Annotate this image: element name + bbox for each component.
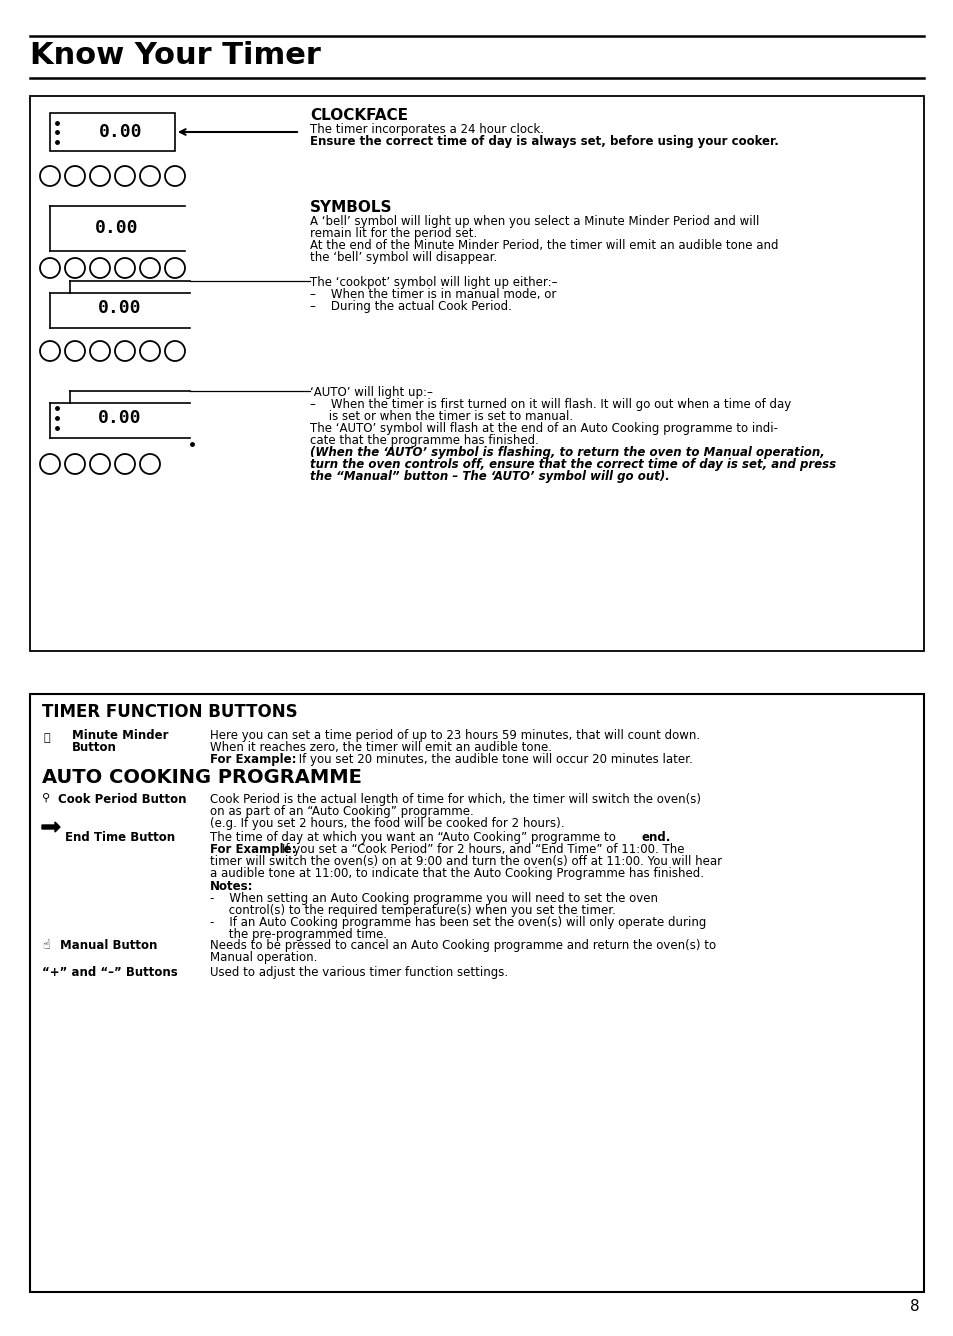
Text: –    During the actual Cook Period.: – During the actual Cook Period. bbox=[310, 301, 512, 313]
Text: For Example:: For Example: bbox=[210, 843, 300, 856]
Text: Cook Period is the actual length of time for which, the timer will switch the ov: Cook Period is the actual length of time… bbox=[210, 794, 700, 806]
Text: Manual operation.: Manual operation. bbox=[210, 951, 317, 965]
Text: Manual Button: Manual Button bbox=[60, 939, 157, 953]
Text: The ‘cookpot’ symbol will light up either:–: The ‘cookpot’ symbol will light up eithe… bbox=[310, 277, 557, 289]
Text: For Example:: For Example: bbox=[210, 754, 296, 766]
Text: 0.00: 0.00 bbox=[95, 219, 138, 236]
Text: Notes:: Notes: bbox=[210, 880, 253, 892]
Text: Needs to be pressed to cancel an Auto Cooking programme and return the oven(s) t: Needs to be pressed to cancel an Auto Co… bbox=[210, 939, 716, 953]
Text: At the end of the Minute Minder Period, the timer will emit an audible tone and: At the end of the Minute Minder Period, … bbox=[310, 239, 778, 253]
Bar bbox=[30, 96, 923, 651]
Text: 8: 8 bbox=[909, 1299, 919, 1315]
Text: remain lit for the period set.: remain lit for the period set. bbox=[310, 227, 476, 240]
Text: Here you can set a time period of up to 23 hours 59 minutes, that will count dow: Here you can set a time period of up to … bbox=[210, 729, 700, 741]
Text: a audible tone at 11:00, to indicate that the Auto Cooking Programme has finishe: a audible tone at 11:00, to indicate tha… bbox=[210, 867, 703, 880]
Text: turn the oven controls off, ensure that the correct time of day is set, and pres: turn the oven controls off, ensure that … bbox=[310, 458, 835, 472]
Text: timer will switch the oven(s) on at 9:00 and turn the oven(s) off at 11:00. You : timer will switch the oven(s) on at 9:00… bbox=[210, 855, 721, 868]
Text: (e.g. If you set 2 hours, the food will be cooked for 2 hours).: (e.g. If you set 2 hours, the food will … bbox=[210, 818, 564, 830]
Text: Button: Button bbox=[71, 741, 117, 754]
Text: 0.00: 0.00 bbox=[98, 409, 142, 428]
Text: 0.00: 0.00 bbox=[99, 123, 142, 142]
Text: -    When setting an Auto Cooking programme you will need to set the oven: - When setting an Auto Cooking programme… bbox=[210, 892, 658, 904]
Text: is set or when the timer is set to manual.: is set or when the timer is set to manua… bbox=[310, 410, 573, 424]
Text: SYMBOLS: SYMBOLS bbox=[310, 200, 392, 215]
Text: The timer incorporates a 24 hour clock.: The timer incorporates a 24 hour clock. bbox=[310, 123, 543, 136]
Text: AUTO COOKING PROGRAMME: AUTO COOKING PROGRAMME bbox=[42, 768, 361, 787]
Text: If you set 20 minutes, the audible tone will occur 20 minutes later.: If you set 20 minutes, the audible tone … bbox=[294, 754, 692, 766]
Text: -    If an Auto Cooking programme has been set the oven(s) will only operate dur: - If an Auto Cooking programme has been … bbox=[210, 916, 705, 929]
Text: When it reaches zero, the timer will emit an audible tone.: When it reaches zero, the timer will emi… bbox=[210, 741, 552, 754]
Text: “+” and “–” Buttons: “+” and “–” Buttons bbox=[42, 966, 177, 979]
Text: TIMER FUNCTION BUTTONS: TIMER FUNCTION BUTTONS bbox=[42, 703, 297, 721]
Text: ⚲: ⚲ bbox=[42, 794, 51, 803]
Text: on as part of an “Auto Cooking” programme.: on as part of an “Auto Cooking” programm… bbox=[210, 806, 474, 818]
Text: the ‘bell’ symbol will disappear.: the ‘bell’ symbol will disappear. bbox=[310, 251, 497, 265]
Text: ⏰: ⏰ bbox=[44, 733, 51, 743]
Text: Know Your Timer: Know Your Timer bbox=[30, 41, 320, 69]
Text: the “Manual” button – The ‘AUTO’ symbol will go out).: the “Manual” button – The ‘AUTO’ symbol … bbox=[310, 470, 669, 484]
Text: Used to adjust the various timer function settings.: Used to adjust the various timer functio… bbox=[210, 966, 508, 979]
Polygon shape bbox=[42, 822, 60, 832]
Text: ‘AUTO’ will light up:–: ‘AUTO’ will light up:– bbox=[310, 386, 433, 399]
Text: the pre-programmed time.: the pre-programmed time. bbox=[210, 929, 387, 941]
Text: Minute Minder: Minute Minder bbox=[71, 729, 169, 741]
Text: A ‘bell’ symbol will light up when you select a Minute Minder Period and will: A ‘bell’ symbol will light up when you s… bbox=[310, 215, 759, 228]
Text: If you set a “Cook Period” for 2 hours, and “End Time” of 11:00. The: If you set a “Cook Period” for 2 hours, … bbox=[282, 843, 684, 856]
Text: Cook Period Button: Cook Period Button bbox=[58, 794, 186, 806]
Text: End Time Button: End Time Button bbox=[65, 831, 175, 844]
Text: Ensure the correct time of day is always set, before using your cooker.: Ensure the correct time of day is always… bbox=[310, 135, 778, 148]
Text: (When the ‘AUTO’ symbol is flashing, to return the oven to Manual operation,: (When the ‘AUTO’ symbol is flashing, to … bbox=[310, 446, 824, 460]
Text: –    When the timer is first turned on it will flash. It will go out when a time: – When the timer is first turned on it w… bbox=[310, 398, 790, 411]
Text: The time of day at which you want an “Auto Cooking” programme to: The time of day at which you want an “Au… bbox=[210, 831, 619, 844]
Text: cate that the programme has finished.: cate that the programme has finished. bbox=[310, 434, 538, 448]
Bar bbox=[30, 693, 923, 1292]
Text: control(s) to the required temperature(s) when you set the timer.: control(s) to the required temperature(s… bbox=[210, 904, 616, 916]
Text: end.: end. bbox=[641, 831, 671, 844]
Text: CLOCKFACE: CLOCKFACE bbox=[310, 108, 408, 123]
Bar bbox=[50, 114, 174, 151]
Text: –    When the timer is in manual mode, or: – When the timer is in manual mode, or bbox=[310, 289, 556, 301]
Text: 0.00: 0.00 bbox=[98, 299, 142, 317]
Text: ☝: ☝ bbox=[42, 939, 50, 953]
Text: The ‘AUTO’ symbol will flash at the end of an Auto Cooking programme to indi-: The ‘AUTO’ symbol will flash at the end … bbox=[310, 422, 778, 436]
